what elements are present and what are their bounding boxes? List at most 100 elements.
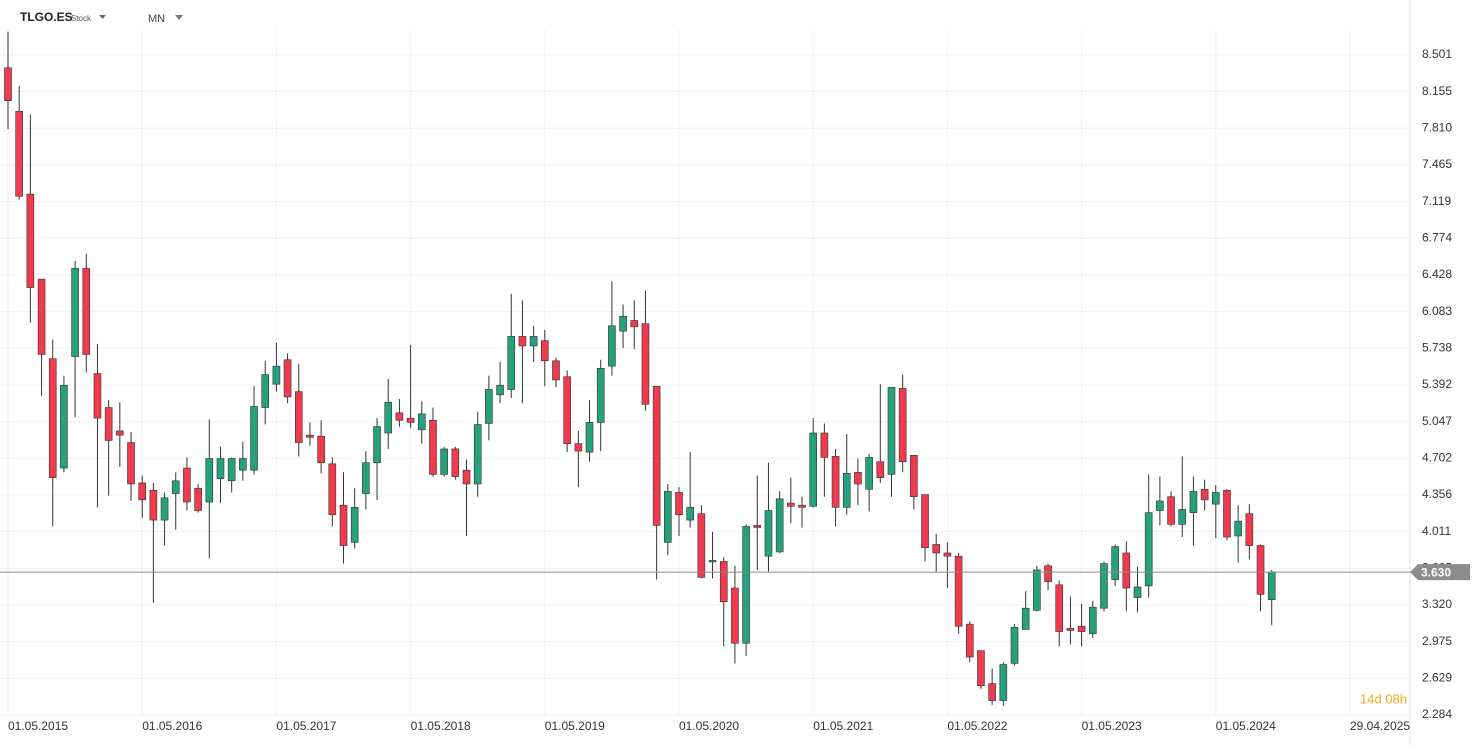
candle-body — [977, 650, 985, 686]
candle-body — [205, 458, 214, 503]
interval-dropdown-caret[interactable] — [175, 15, 183, 20]
candle-body — [1055, 584, 1064, 632]
candle-body — [787, 502, 795, 507]
candle-body — [619, 315, 627, 332]
y-tick-label: 6.083 — [1422, 304, 1452, 318]
y-tick-label: 3.320 — [1422, 597, 1452, 611]
candle-body — [686, 507, 694, 521]
y-tick-label: 2.975 — [1422, 634, 1452, 648]
candle-body — [373, 426, 381, 464]
candle-body — [1200, 488, 1209, 501]
candle-body — [104, 407, 113, 441]
candle-body — [641, 323, 650, 405]
y-tick-label: 5.047 — [1422, 414, 1452, 428]
candle-body — [71, 268, 79, 357]
y-tick-label: 4.011 — [1422, 524, 1451, 538]
candle-body — [216, 458, 225, 479]
y-tick-label: 6.428 — [1422, 267, 1452, 281]
candle-body — [294, 391, 303, 443]
y-tick-label: 4.702 — [1422, 450, 1452, 464]
current-price-tag — [1410, 564, 1470, 581]
x-tick-label: 01.05.2019 — [545, 719, 605, 733]
x-tick-label: 01.05.2024 — [1216, 719, 1276, 733]
candle-body — [898, 388, 907, 462]
candle-body — [149, 490, 158, 521]
candle-body — [798, 504, 806, 508]
candle-body — [876, 461, 885, 478]
y-tick-label: 7.810 — [1422, 120, 1452, 134]
candle-body — [865, 457, 873, 490]
candle-body — [764, 510, 773, 557]
candle-body — [37, 278, 46, 355]
candle-body — [831, 456, 840, 508]
ticker-dropdown-caret[interactable] — [99, 15, 106, 19]
candle-body — [1133, 586, 1142, 598]
candle-body — [496, 384, 504, 396]
instrument-type[interactable]: Stock — [71, 14, 92, 23]
candle-body — [60, 384, 68, 469]
y-tick-label: 4.356 — [1422, 487, 1452, 501]
candle-body — [932, 544, 941, 554]
candle-body — [1088, 606, 1097, 634]
candle-body — [887, 387, 896, 475]
y-tick-label: 6.774 — [1422, 230, 1452, 244]
y-tick-label: 2.284 — [1422, 707, 1452, 721]
interval[interactable]: MN — [148, 13, 165, 25]
x-tick-label: 01.05.2016 — [142, 719, 202, 733]
candle-body — [328, 463, 337, 516]
candle-body — [194, 487, 202, 511]
candle-body — [306, 434, 314, 438]
candles — [4, 31, 1276, 706]
candle-body — [563, 376, 571, 444]
candle-body — [127, 442, 135, 485]
candle-body — [1021, 607, 1030, 630]
candle-body — [317, 435, 325, 464]
candle-body — [742, 526, 750, 644]
candle-body — [1267, 571, 1276, 601]
candle-body — [753, 525, 762, 528]
candle-body — [1122, 552, 1131, 589]
candle-body — [1256, 545, 1265, 595]
candle-body — [507, 336, 516, 390]
candle-body — [809, 432, 818, 507]
y-tick-label: 8.501 — [1422, 47, 1452, 61]
candle-body — [350, 507, 359, 543]
candle-body — [82, 268, 91, 355]
candle-body — [910, 455, 918, 498]
candle-body — [227, 458, 236, 482]
ticker[interactable]: TLGO.ES — [20, 10, 73, 24]
candle-body — [697, 513, 706, 578]
candle-body — [462, 469, 471, 485]
candle-body — [1044, 565, 1052, 582]
candle-body — [272, 365, 281, 385]
candle-body — [664, 491, 672, 543]
candle-body — [652, 386, 661, 526]
grid — [0, 0, 1411, 745]
candle-body — [160, 497, 169, 521]
candle-body — [1223, 490, 1231, 538]
candle-body — [585, 422, 594, 453]
x-tick-label: 01.05.2018 — [411, 719, 471, 733]
y-tick-label: 8.155 — [1422, 84, 1452, 98]
candle-body — [775, 498, 784, 553]
candle-body — [1212, 492, 1220, 505]
candle-body — [719, 561, 728, 603]
candle-body — [417, 413, 426, 431]
x-tick-label: 01.05.2015 — [8, 719, 68, 733]
candle-body — [1167, 496, 1175, 525]
y-tick-label: 7.119 — [1422, 194, 1451, 208]
x-tick-label: 01.05.2017 — [276, 719, 336, 733]
candle-body — [473, 424, 482, 485]
candle-body — [1111, 546, 1119, 580]
candle-body — [395, 412, 404, 421]
candle-body — [943, 552, 952, 557]
candle-body — [183, 467, 191, 503]
candle-body — [485, 389, 493, 424]
candle-body — [675, 492, 683, 516]
y-tick-label: 2.629 — [1422, 671, 1452, 685]
y-tick-label: 5.392 — [1422, 377, 1452, 391]
candle-body — [440, 448, 448, 475]
candle-body — [250, 406, 258, 471]
candle-body — [1178, 509, 1187, 525]
